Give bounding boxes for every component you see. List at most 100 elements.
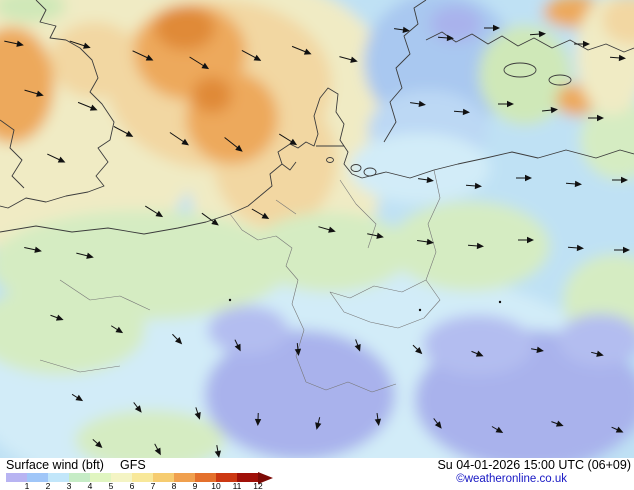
wind-arrow [194, 407, 201, 420]
colorbar-segment [132, 473, 153, 482]
colorbar-segment [153, 473, 174, 482]
wind-field-blob [192, 77, 232, 113]
forecast-timestamp: Su 04-01-2026 15:00 UTC (06+09) [437, 458, 631, 472]
wind-arrow [24, 89, 44, 97]
wind-field-blob [208, 306, 288, 354]
colorbar-tick: 7 [150, 481, 156, 490]
colorbar-segment [174, 473, 195, 482]
model-label: GFS [119, 458, 146, 472]
wind-field-blob [430, 6, 482, 42]
wind-arrow [189, 56, 210, 70]
wind-field-blob [350, 133, 490, 203]
wind-arrow [4, 40, 24, 47]
wind-arrow [609, 54, 626, 62]
wind-arrow [611, 426, 624, 433]
wind-arrow [71, 393, 84, 402]
wind-arrow [315, 417, 322, 430]
colorbar-tick: 10 [211, 481, 221, 490]
colorbar-tick: 5 [108, 481, 114, 490]
wind-field-blob [602, 0, 634, 44]
wind-arrow [567, 244, 584, 252]
colorbar-segment [195, 473, 216, 482]
wind-arrows-layer [4, 24, 630, 458]
map-footer: Surface wind (bft) GFS 1 2 3 4 5 6 7 8 9 10 11 12 Su… [0, 458, 634, 490]
colorbar-tick: 6 [129, 481, 135, 490]
copyright-link[interactable]: ©weatheronline.co.uk [456, 473, 567, 485]
wind-arrow [69, 40, 91, 49]
colorbar-segment [111, 473, 132, 482]
wind-field-blob [0, 285, 145, 375]
surface-wind-map [0, 0, 634, 458]
wind-arrow [467, 242, 484, 250]
legend-title-line: Surface wind (bft) GFS [6, 458, 146, 472]
colorbar-segment [90, 473, 111, 482]
wind-arrow [491, 426, 504, 433]
wind-arrow [612, 176, 628, 184]
wind-field-blob [479, 25, 571, 125]
wind-arrow [542, 106, 558, 114]
colorbar-segment [237, 473, 258, 482]
colorbar-tick: 4 [87, 481, 93, 490]
wind-arrow [551, 420, 564, 427]
wind-arrow [591, 350, 604, 357]
colorbar-segment [6, 473, 27, 482]
map-area [0, 0, 634, 458]
colorbar-tick: 3 [66, 481, 72, 490]
wind-arrow [367, 232, 384, 239]
wind-field-blob [0, 0, 66, 22]
wind-field-blob [580, 100, 634, 180]
wind-arrow [453, 108, 470, 116]
wind-arrow [50, 314, 64, 321]
colorbar-tick: 8 [171, 481, 177, 490]
wind-arrow [471, 350, 484, 357]
colorbar-ticks: 1 2 3 4 5 6 7 8 9 10 11 12 [6, 481, 286, 490]
wind-arrow [113, 126, 134, 137]
colorbar-segment [27, 473, 48, 482]
border-layer [39, 169, 441, 393]
wind-arrow [110, 325, 124, 334]
colorbar-tick: 12 [253, 481, 263, 490]
colorbar-tick: 9 [192, 481, 198, 490]
wind-arrow [614, 246, 630, 254]
wind-arrow [518, 236, 534, 244]
wind-arrow [516, 174, 532, 182]
wind-arrow [77, 101, 98, 111]
wind-arrow [484, 24, 500, 32]
wind-arrow [214, 445, 221, 458]
wind-arrow [318, 226, 336, 233]
wind-field-blob [250, 212, 410, 292]
wind-field-blob [288, 402, 352, 438]
wind-arrow [498, 100, 514, 108]
wind-field-blob [0, 27, 54, 143]
legend-title: Surface wind (bft) [6, 458, 104, 472]
wind-arrow [291, 45, 312, 55]
wind-arrow [394, 26, 410, 34]
wind-arrow [531, 346, 544, 353]
wind-arrow [412, 344, 423, 355]
wind-arrow [574, 40, 590, 48]
wind-arrow [201, 212, 219, 226]
wind-arrow [565, 180, 582, 188]
wind-arrow [92, 438, 103, 449]
wind-arrow [254, 412, 262, 426]
wind-arrow [588, 114, 604, 122]
wind-arrow [433, 418, 442, 429]
wind-arrow [279, 133, 298, 146]
wind-field-blob [75, 410, 225, 458]
calm-dot [418, 308, 422, 312]
wind-arrow [132, 50, 154, 61]
calm-dot [498, 300, 502, 304]
wind-arrow [47, 153, 66, 163]
wind-arrow [465, 182, 482, 190]
wind-field-blob [390, 201, 550, 291]
wind-arrow [251, 208, 270, 219]
wind-arrow [417, 238, 434, 246]
wind-arrow [339, 56, 358, 63]
wind-arrow [354, 339, 361, 352]
wind-arrow [133, 402, 142, 413]
colorbar-segment [216, 473, 237, 482]
wind-arrow [294, 342, 302, 356]
wind-arrow [234, 339, 241, 352]
wind-arrow [169, 132, 189, 146]
